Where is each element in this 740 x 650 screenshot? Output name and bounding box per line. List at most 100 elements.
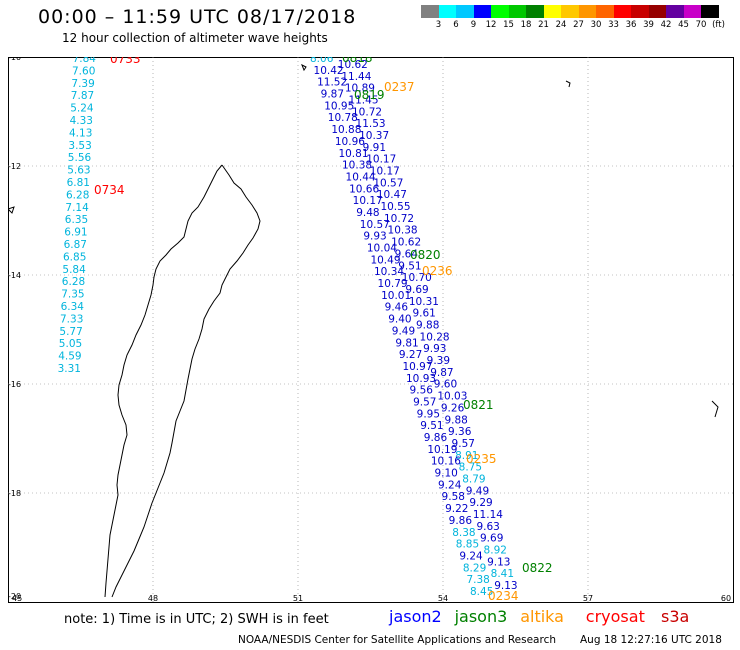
wave-height-value: 8.06 xyxy=(310,57,334,65)
wave-height-value: 10.17 xyxy=(370,166,400,178)
wave-height-value: 9.26 xyxy=(441,402,465,414)
footnote: note: 1) Time is in UTC; 2) SWH is in fe… xyxy=(64,612,329,627)
islet-1 xyxy=(8,206,15,214)
wave-height-value: 9.48 xyxy=(356,207,379,219)
wave-height-value: 9.22 xyxy=(445,503,468,515)
wave-height-value: 5.05 xyxy=(59,338,82,350)
satellite-label-jason3: jason3 xyxy=(454,607,508,626)
legend-swatch xyxy=(666,5,684,18)
legend-swatch xyxy=(491,5,509,18)
wave-height-value: 9.81 xyxy=(395,337,418,349)
wave-height-value: 8.79 xyxy=(462,473,485,485)
wave-height-value: 10.17 xyxy=(366,154,396,166)
longitude-tick-label: 45 xyxy=(12,594,22,603)
legend-tick-label: 42 xyxy=(660,20,672,30)
wave-height-value: 6.85 xyxy=(63,251,86,263)
wave-height-value: 7.14 xyxy=(65,202,89,214)
pass-time-label: 0235 xyxy=(466,452,497,466)
wave-height-value: 10.28 xyxy=(420,331,450,343)
credit-text: NOAA/NESDIS Center for Satellite Applica… xyxy=(238,634,556,646)
wave-height-value: 10.57 xyxy=(360,219,390,231)
longitude-tick-label: 60 xyxy=(721,594,731,603)
wave-height-value: 8.92 xyxy=(484,545,507,557)
pass-time-label: 0234 xyxy=(488,589,519,603)
wave-height-value: 9.61 xyxy=(412,308,435,320)
wave-height-value: 10.66 xyxy=(349,183,379,195)
axis-tick-labels: 45 48 51 54 57 60 -10 -12 -14 -16 -18 -20 xyxy=(8,57,731,603)
legend-swatch xyxy=(683,5,701,18)
wave-height-value: 10.93 xyxy=(406,373,436,385)
wave-height-value: 9.49 xyxy=(392,325,415,337)
legend-swatch xyxy=(631,5,649,18)
wave-height-value: 6.35 xyxy=(65,214,88,226)
latitude-tick-label: -12 xyxy=(8,162,21,171)
latitude-tick-label: -10 xyxy=(8,57,21,62)
wave-height-value: 9.64 xyxy=(395,248,419,260)
wave-height-value: 7.84 xyxy=(73,57,97,65)
longitude-tick-label: 54 xyxy=(438,594,448,603)
wave-height-value: 8.45 xyxy=(470,586,493,598)
wave-height-value: 10.81 xyxy=(338,148,368,160)
wave-height-value: 7.39 xyxy=(71,78,94,90)
wave-height-map: 45 48 51 54 57 60-10-12-14-16-18-20 7.847.607… xyxy=(8,57,734,603)
latitude-tick-label: -14 xyxy=(8,271,21,280)
wave-height-value: 9.51 xyxy=(398,260,421,272)
wave-height-value: 5.56 xyxy=(68,152,92,164)
pass-time-label: 0820 xyxy=(410,248,441,262)
wave-height-value: 10.38 xyxy=(342,160,372,172)
wave-height-value: 10.70 xyxy=(402,272,432,284)
wave-height-value: 9.87 xyxy=(430,367,453,379)
wave-height-value: 10.38 xyxy=(388,225,418,237)
wave-height-value: 7.60 xyxy=(72,65,95,77)
pass-time-label: 0818 xyxy=(342,57,373,65)
wave-height-value: 10.17 xyxy=(353,195,383,207)
pass-time-label: 0237 xyxy=(384,80,415,94)
generated-timestamp: Aug 18 12:27:16 UTC 2018 xyxy=(580,634,722,646)
wave-height-value: 6.28 xyxy=(62,276,85,288)
wave-height-value: 9.86 xyxy=(449,515,473,527)
wave-height-value: 7.87 xyxy=(71,90,94,102)
pass-time-label: 0734 xyxy=(94,183,125,197)
wave-height-value: 9.36 xyxy=(448,426,472,438)
wave-height-value: 9.13 xyxy=(487,556,510,568)
legend-tick-label: 9 xyxy=(470,20,477,30)
legend-swatch xyxy=(613,5,631,18)
legend-swatch xyxy=(596,5,614,18)
legend-tick-label: 39 xyxy=(643,20,654,30)
wave-height-value: 10.62 xyxy=(338,59,368,71)
wave-height-value: 11.44 xyxy=(341,71,371,83)
wave-height-value: 11.14 xyxy=(473,509,503,521)
wave-height-value: 10.57 xyxy=(373,177,403,189)
legend-tick-label: 24 xyxy=(555,20,567,30)
wave-height-value: 9.69 xyxy=(405,284,428,296)
longitude-tick-label: 51 xyxy=(293,594,303,603)
lat-lon-grid xyxy=(8,57,734,603)
wave-height-value: 10.49 xyxy=(370,254,400,266)
legend-tick-label: 3 xyxy=(435,20,442,30)
wave-height-value: 9.57 xyxy=(452,438,475,450)
wave-height-value: 5.63 xyxy=(67,165,90,177)
legend-ticks: 3 6 9 12 15 18 21 24 27 30 33 36 39 42 45 70 (ft) xyxy=(421,18,740,32)
wave-height-value: 10.78 xyxy=(328,112,358,124)
legend-swatch xyxy=(526,5,544,18)
latitude-tick-label: -18 xyxy=(8,489,21,498)
latitude-tick-label: -16 xyxy=(8,380,21,389)
legend-swatch xyxy=(421,5,439,18)
wave-height-value: 8.29 xyxy=(463,562,486,574)
legend-tick-label: 12 xyxy=(485,20,497,30)
wave-height-value: 7.35 xyxy=(61,289,84,301)
wave-height-value: 9.58 xyxy=(442,491,465,503)
wave-height-value: 9.24 xyxy=(459,550,483,562)
map-frame xyxy=(8,57,734,603)
satellite-label-altika: altika xyxy=(520,607,564,626)
wave-height-value: 8.91 xyxy=(455,450,478,462)
wave-height-value: 9.56 xyxy=(410,385,434,397)
legend-swatch xyxy=(438,5,456,18)
color-legend: 3 6 9 12 15 18 21 24 27 30 33 36 39 42 45 70 (ft) xyxy=(421,5,740,32)
wave-height-value: 10.01 xyxy=(381,290,411,302)
wave-height-value: 8.85 xyxy=(456,539,479,551)
wave-height-value: 9.39 xyxy=(427,355,450,367)
wave-height-value: 9.95 xyxy=(417,408,440,420)
legend-unit-label: (ft) xyxy=(712,20,725,30)
